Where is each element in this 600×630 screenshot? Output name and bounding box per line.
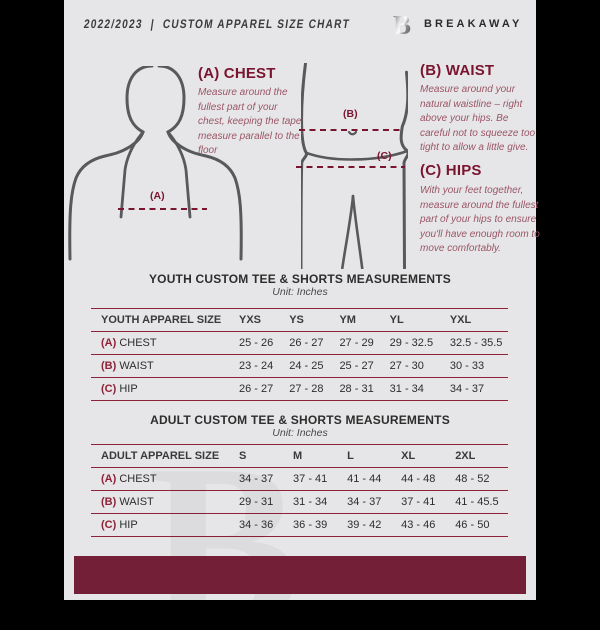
svg-text:B: B — [393, 10, 411, 40]
